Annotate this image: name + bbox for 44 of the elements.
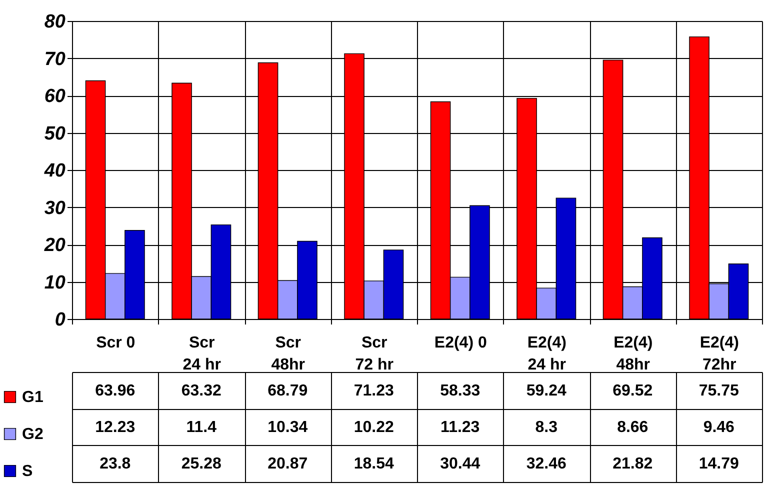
y-tick-label: 80 (44, 12, 66, 32)
data-label: 10.22 (354, 419, 394, 436)
data-label: 23.8 (100, 456, 131, 473)
data-label: 9.46 (703, 419, 735, 436)
data-label: 10.34 (268, 419, 308, 436)
y-tick-label: 0 (54, 310, 66, 330)
data-label: 71.23 (354, 382, 394, 400)
x-tick-label: E2(4) 48hr (614, 334, 653, 374)
data-label: 21.82 (612, 456, 653, 473)
y-tick-label: 70 (44, 48, 66, 70)
x-tick-label: Scr 72 hr (355, 334, 394, 374)
data-label: 75.75 (698, 382, 739, 400)
y-tick-label: 60 (44, 86, 66, 107)
data-label: 68.79 (268, 382, 308, 400)
data-label: 8.3 (535, 419, 558, 436)
y-tick-label: 40 (43, 160, 66, 182)
data-label: 58.33 (440, 382, 480, 400)
x-tick-label: Scr 0 (96, 334, 136, 352)
x-tick-label: E2(4) 0 (434, 334, 487, 352)
x-tick-label: E2(4) 24 hr (527, 334, 566, 374)
data-label: 20.87 (268, 456, 308, 473)
legend-label: G1 (22, 389, 44, 406)
data-label: 8.66 (617, 419, 648, 436)
y-tick-label: 50 (44, 123, 66, 144)
data-label: 63.96 (95, 382, 136, 400)
data-label: 11.23 (440, 419, 480, 436)
data-label: 59.24 (526, 382, 566, 400)
data-label: 11.4 (186, 419, 217, 436)
y-tick-label: 20 (43, 235, 66, 256)
data-label: 12.23 (95, 419, 136, 436)
data-label: 32.46 (526, 456, 566, 473)
data-label: 69.52 (612, 382, 653, 400)
x-tick-label: Scr 48hr (271, 334, 306, 374)
x-tick-label: Scr 24 hr (182, 334, 221, 374)
y-tick-label: 10 (44, 272, 66, 294)
data-label: 25.28 (181, 456, 222, 473)
y-tick-label: 30 (44, 198, 66, 219)
x-tick-label: E2(4) 72hr (700, 334, 739, 374)
data-label: 18.54 (354, 456, 394, 473)
data-label: 63.32 (181, 382, 222, 400)
legend-label: S (22, 463, 33, 480)
data-label: 14.79 (698, 456, 739, 473)
data-label: 30.44 (440, 456, 480, 473)
legend-label: G2 (22, 426, 44, 443)
